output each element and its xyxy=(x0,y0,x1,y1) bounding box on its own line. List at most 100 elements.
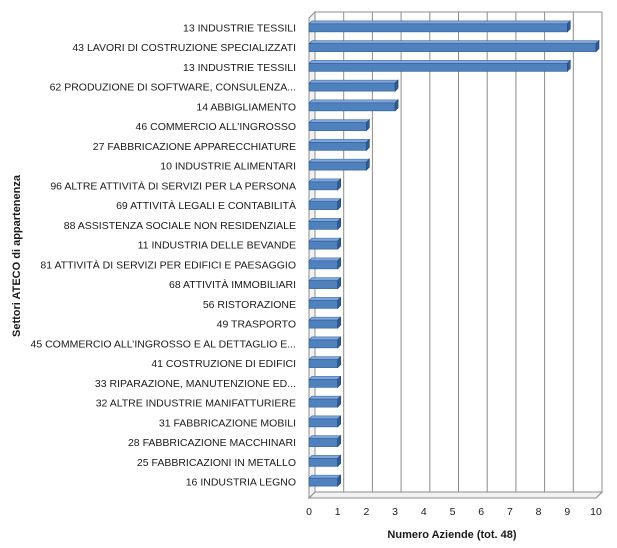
bar-end xyxy=(337,178,342,191)
bar xyxy=(308,240,339,250)
category-label: 56 RISTORAZIONE xyxy=(203,299,296,311)
category-label: 88 ASSISTENZA SOCIALE NON RESIDENZIALE xyxy=(64,220,296,232)
bar xyxy=(308,181,339,191)
bar-end xyxy=(394,99,399,112)
category-label: 69 ATTIVITÀ LEGALI E CONTABILITÀ xyxy=(116,199,296,212)
bar-end xyxy=(566,20,571,33)
x-tick-label: 4 xyxy=(421,506,427,518)
x-tick-label: 2 xyxy=(363,506,369,518)
category-label: 14 ABBIGLIAMENTO xyxy=(196,101,296,113)
bar-top xyxy=(308,218,342,222)
category-label: 49 TRASPORTO xyxy=(217,319,296,331)
bar-end xyxy=(595,39,600,53)
bar-end xyxy=(337,257,342,270)
bar xyxy=(308,300,339,309)
x-tick-label: 6 xyxy=(478,506,484,518)
bar xyxy=(308,82,396,92)
bar-top xyxy=(308,316,342,321)
bar xyxy=(308,418,339,428)
category-label: 46 COMMERCIO ALL’INGROSSO xyxy=(136,121,296,133)
bar-end xyxy=(337,217,342,231)
bar-top xyxy=(308,40,600,44)
bar-end xyxy=(366,138,370,152)
bar-end xyxy=(337,197,342,211)
category-labels: 13 INDUSTRIE TESSILI 43 LAVORI DI COSTRUZ… xyxy=(31,22,297,488)
bar-end xyxy=(366,158,370,171)
category-label: 41 COSTRUZIONE DI EDIFICI xyxy=(151,358,296,370)
bar-end xyxy=(394,79,399,92)
y-axis-title: Settori ATECO di appartenenza xyxy=(11,174,23,337)
category-label: 16 INDUSTRIA LEGNO xyxy=(186,477,296,489)
x-tick-label: 7 xyxy=(507,506,513,518)
bar xyxy=(308,43,597,52)
x-tick-label: 1 xyxy=(335,506,341,518)
bar xyxy=(308,280,339,289)
bar-end xyxy=(566,59,571,73)
bar-top xyxy=(308,79,399,84)
bar-top xyxy=(308,119,371,123)
category-label: 96 ALTRE ATTIVITÀ DI SERVIZI PER LA PERS… xyxy=(50,179,296,192)
bar-end xyxy=(337,375,342,389)
category-label: 45 COMMERCIO ALL’INGROSSO E AL DETTAGLIO… xyxy=(31,338,297,350)
bars xyxy=(308,20,600,487)
x-tick-label: 0 xyxy=(306,506,312,518)
bar-top xyxy=(308,455,342,459)
bar-end xyxy=(337,336,342,349)
category-label: 31 FABBRICAZIONE MOBILI xyxy=(159,417,296,429)
bar-top xyxy=(308,139,371,143)
bar xyxy=(308,260,339,270)
bar xyxy=(308,339,339,349)
category-label: 43 LAVORI DI COSTRUZIONE SPECIALIZZATI xyxy=(72,42,296,54)
gridlines xyxy=(308,12,603,499)
bar xyxy=(308,102,396,112)
bar-top xyxy=(308,158,371,163)
bar-top xyxy=(308,178,342,183)
category-label: 62 PRODUZIONE DI SOFTWARE, CONSULENZA... xyxy=(50,82,296,94)
x-tick-label: 3 xyxy=(392,506,398,518)
bar-end xyxy=(337,474,342,487)
category-label: 11 INDUSTRIA DELLE BEVANDE xyxy=(138,240,296,252)
bar xyxy=(308,398,339,408)
bar-top xyxy=(308,198,342,202)
x-tick-label: 8 xyxy=(536,506,542,518)
category-label: 13 INDUSTRIE TESSILI xyxy=(183,62,296,74)
bar-top xyxy=(308,435,342,439)
category-label: 33 RIPARAZIONE, MANUTENZIONE ED... xyxy=(95,378,296,390)
bar xyxy=(308,359,339,368)
bar xyxy=(308,458,339,467)
x-tick-label: 9 xyxy=(564,506,570,518)
category-label: 13 INDUSTRIE TESSILI xyxy=(183,22,296,34)
bar-top xyxy=(308,257,342,262)
category-label: 28 FABBRICAZIONE MACCHINARI xyxy=(128,437,296,449)
bar-end xyxy=(337,395,342,408)
bar xyxy=(308,438,339,447)
x-tick-labels: 0 1 2 3 4 5 6 7 8 9 10 xyxy=(306,506,602,518)
category-label: 25 FABBRICAZIONI IN METALLO xyxy=(137,457,296,469)
bar-top xyxy=(308,237,342,242)
bar xyxy=(308,122,367,131)
bar-end xyxy=(337,237,342,250)
category-label: 32 ALTRE INDUSTRIE MANIFATTURIERE xyxy=(96,398,296,410)
bar-top xyxy=(308,474,342,479)
bar-end xyxy=(337,296,342,310)
bar-top xyxy=(308,395,342,400)
category-label: 81 ATTIVITÀ DI SERVIZI PER EDIFICI E PAE… xyxy=(40,258,296,271)
chart-floor xyxy=(307,491,604,499)
bar-end xyxy=(337,454,342,468)
bar-top xyxy=(308,376,342,380)
x-tick-label: 10 xyxy=(590,506,602,518)
bar xyxy=(308,142,367,151)
bar xyxy=(308,63,568,72)
category-label: 27 FABBRICAZIONE APPARECCHIATURE xyxy=(93,141,296,153)
bar-top xyxy=(308,297,342,301)
category-label: 10 INDUSTRIE ALIMENTARI xyxy=(160,161,296,173)
bar-top xyxy=(308,277,342,281)
bar-top xyxy=(308,20,572,25)
bar-end xyxy=(337,316,342,329)
bar-top xyxy=(308,415,342,420)
bar xyxy=(308,477,339,487)
bar-end xyxy=(337,434,342,448)
bar-end xyxy=(366,118,370,132)
bar-top xyxy=(308,356,342,360)
